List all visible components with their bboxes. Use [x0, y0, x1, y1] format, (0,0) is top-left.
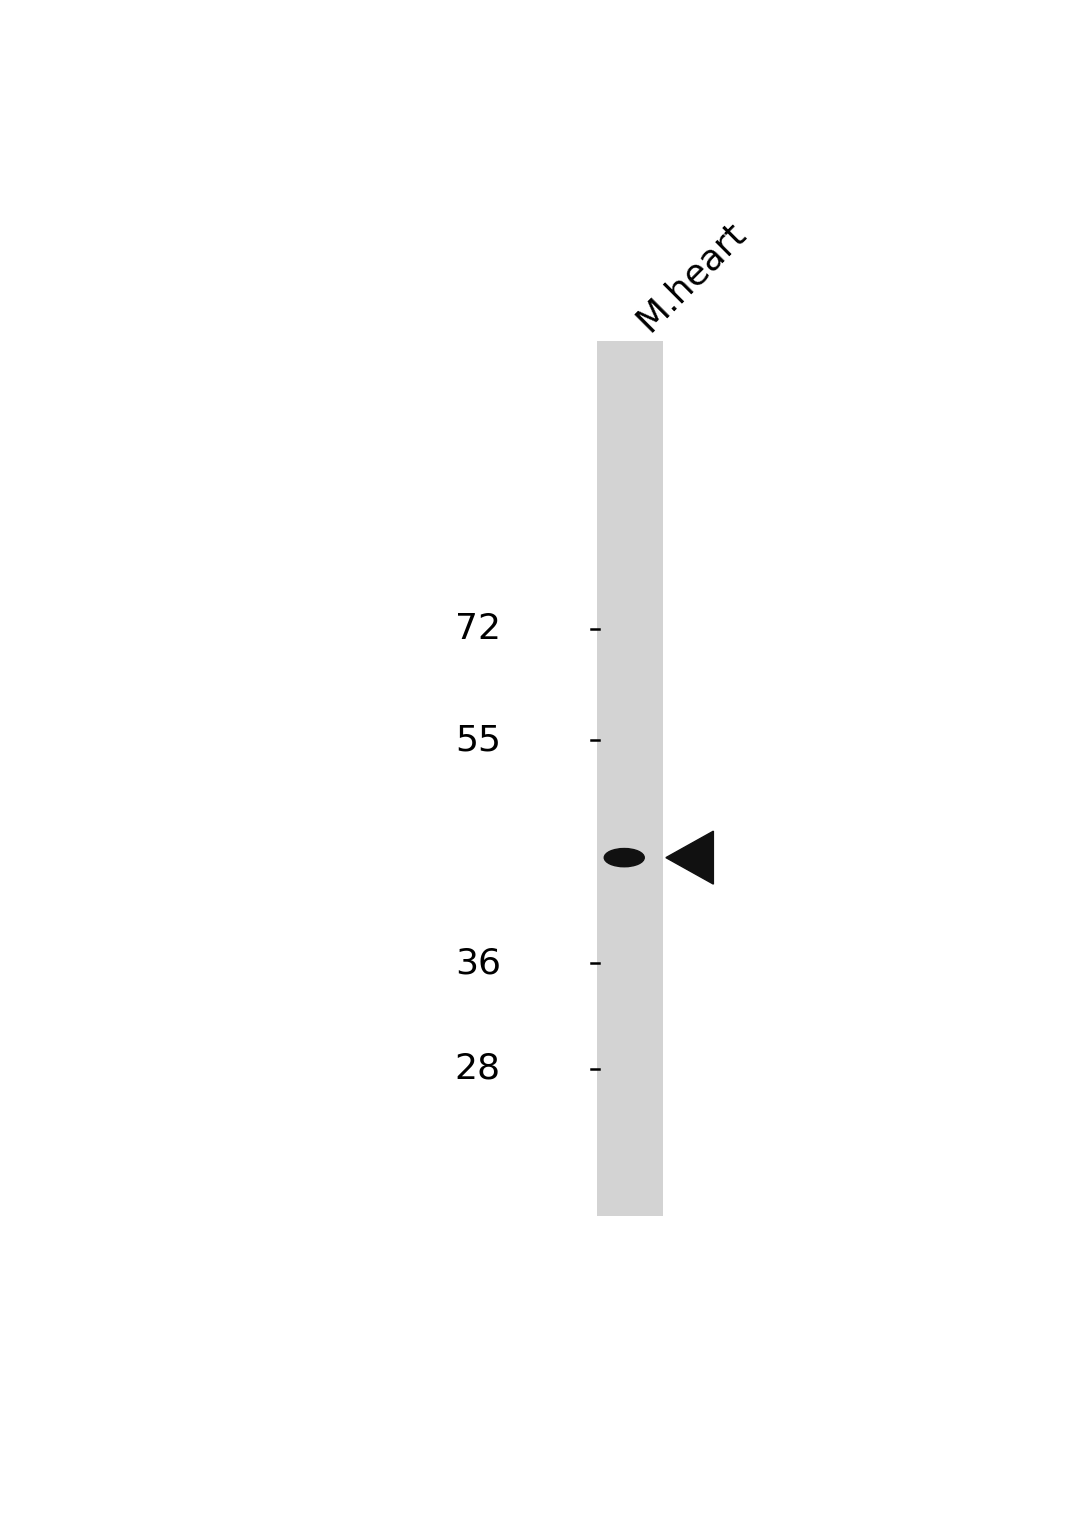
- Text: M.heart: M.heart: [630, 215, 752, 338]
- Polygon shape: [665, 831, 714, 884]
- Ellipse shape: [604, 849, 644, 867]
- Text: 55: 55: [455, 724, 501, 757]
- Text: 72: 72: [455, 611, 501, 646]
- Bar: [597, 341, 663, 1216]
- Text: 36: 36: [455, 946, 501, 980]
- Text: 28: 28: [455, 1052, 501, 1087]
